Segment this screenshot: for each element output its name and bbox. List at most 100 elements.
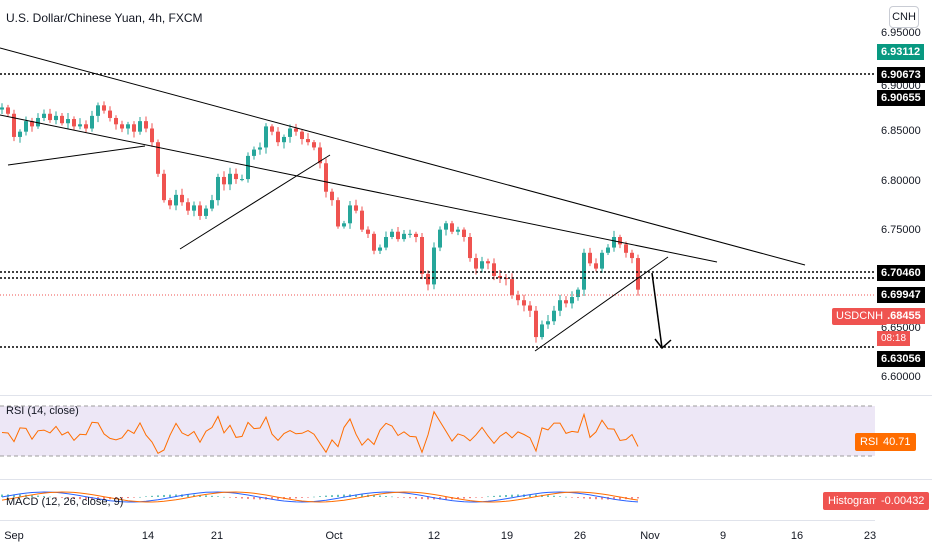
candle-body [438,229,442,248]
histogram-bar [175,494,177,497]
time-tick: 26 [573,530,587,542]
histogram-bar [565,496,567,498]
macd-pane[interactable] [1,491,639,503]
histogram-bar [571,497,573,498]
candle-body [126,124,130,129]
candle-body [270,126,274,132]
histogram-bar [595,497,597,500]
histogram-bar [19,494,21,497]
candle-body [264,126,268,148]
candle-body [486,261,490,264]
histogram-bar [493,495,495,497]
candle-body [342,223,346,227]
candle-body [42,113,46,118]
candle-series [0,101,640,343]
candle-body [174,194,178,206]
candle-body [168,200,172,206]
histogram-bar [511,494,513,497]
time-tick: Nov [640,530,660,542]
forecast-arrow[interactable] [651,272,663,349]
histogram-bar [475,497,477,498]
histogram-bar [289,497,291,499]
candle-body [450,223,454,232]
histogram-bar [139,496,141,498]
drawing-tools[interactable] [0,47,875,352]
candle-body [624,244,628,253]
support-line-1[interactable] [7,145,146,166]
chart-title: U.S. Dollar/Chinese Yuan, 4h, FXCM [6,11,203,25]
price-chart[interactable] [0,0,875,520]
histogram-bar [241,497,243,499]
candle-body [564,300,568,304]
downtrend-line-lower[interactable] [0,114,718,263]
histogram-bar [517,494,519,497]
time-axis[interactable]: Sep 14 21 Oct 12 19 26 Nov 9 16 23 [0,520,876,551]
candle-body [6,107,10,114]
candle-body [384,237,388,248]
candle-body [636,258,640,290]
candle-body [492,263,496,276]
histogram-bar [457,497,459,500]
histogram-bar [589,497,591,499]
histogram-bar [505,495,507,497]
histogram-bar [169,494,171,497]
histogram-bar [235,497,237,498]
histogram-bar [361,494,363,497]
histogram-bar [193,494,195,497]
candle-body [138,121,142,132]
histogram-bar [55,497,57,498]
bar-countdown: 08:18 [877,331,911,346]
histogram-bar [337,494,339,497]
histogram-bar [481,497,483,498]
candle-body [156,142,160,174]
histogram-bar [217,496,219,497]
candle-body [528,305,532,311]
candle-body [474,258,478,269]
price-axis[interactable]: 6.95000 6.90000 6.85000 6.80000 6.75000 … [875,0,932,520]
signal-line [1,491,639,503]
candle-body [210,200,214,209]
histogram-bar [331,495,333,497]
price-tick: 6.90000 [881,80,921,92]
candle-body [84,124,88,129]
pane-separator-macd[interactable] [0,479,932,480]
histogram-bar [319,496,321,497]
rsi-legend[interactable]: RSI (14, close) [6,405,79,417]
candle-body [552,310,556,322]
currency-button[interactable]: CNH [889,6,919,28]
histogram-bar [85,497,87,500]
support-line-2[interactable] [179,154,331,250]
candle-body [366,229,370,234]
candle-body [12,113,16,137]
candle-body [558,300,562,311]
histogram-bar [163,494,165,497]
candle-body [588,252,592,264]
histogram-bar [373,495,375,497]
downtrend-line-upper[interactable] [0,47,806,266]
candle-body [114,117,118,125]
histogram-bar [13,494,15,497]
candle-body [234,173,238,180]
price-label-hline: 6.70460 [877,265,925,281]
macd-histogram-badge-name: Histogram [823,492,884,510]
candle-body [240,179,244,181]
candle-body [102,105,106,111]
histogram-bar [199,494,201,497]
candle-body [276,131,280,143]
price-tick: 6.60000 [881,371,921,383]
candle-body [198,205,202,216]
candle-body [324,163,328,192]
rsi-pane[interactable] [0,405,875,457]
candle-body [396,231,400,240]
candle-body [420,237,424,274]
candle-body [222,176,226,185]
histogram-bar [157,495,159,497]
candle-body [360,210,364,230]
macd-legend[interactable]: MACD (12, 26, close, 9) [6,496,124,508]
pane-separator-rsi[interactable] [0,395,932,396]
histogram-bar [547,495,549,497]
candle-body [96,105,100,116]
candle-body [54,115,58,121]
histogram-bar [67,497,69,499]
candle-body [522,300,526,306]
